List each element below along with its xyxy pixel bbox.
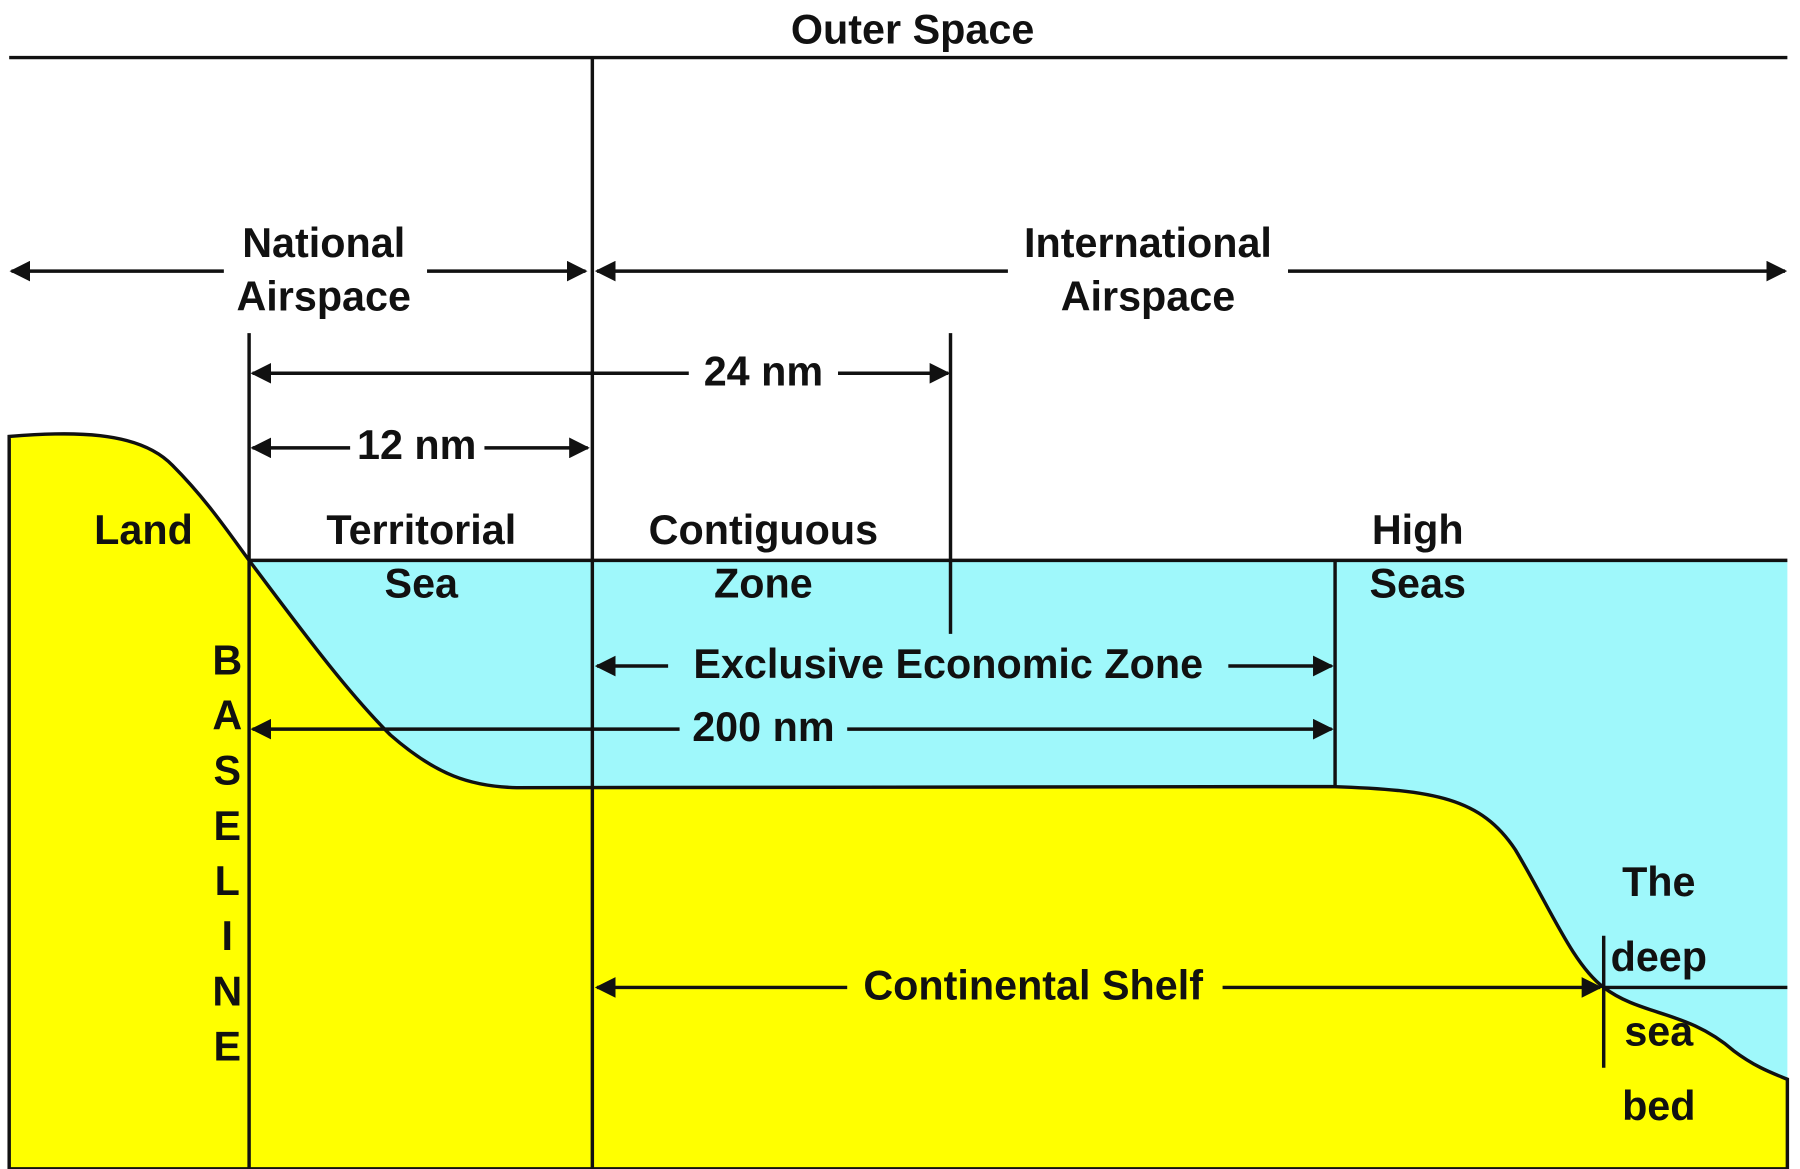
zone-label: sea [1624, 1008, 1694, 1054]
baseline-label: BASELINE [204, 637, 250, 1078]
distance-label: 200 nm [692, 704, 834, 750]
airspace-label: Airspace [1061, 274, 1236, 320]
zone-label: Continental Shelf [863, 963, 1203, 1009]
outer-space-label: Outer Space [791, 6, 1034, 52]
airspace-label: International [1024, 220, 1272, 266]
zone-label: bed [1622, 1083, 1695, 1129]
zone-label: Zone [714, 561, 813, 607]
zone-label: Exclusive Economic Zone [693, 641, 1203, 687]
land-label: Land [94, 507, 193, 553]
maritime-zones-diagram: Outer Space National Airspace Internatio… [0, 0, 1800, 1169]
zone-label: High [1372, 507, 1464, 553]
airspace-label: National [242, 220, 405, 266]
airspace-label: Airspace [236, 274, 411, 320]
page: Outer Space National Airspace Internatio… [0, 0, 1800, 1169]
zone-label: Territorial [326, 507, 516, 553]
zone-label: Seas [1369, 561, 1465, 607]
distance-label: 24 nm [704, 348, 823, 394]
zone-label: The [1622, 859, 1695, 905]
zone-label: Sea [385, 561, 460, 607]
distance-label: 12 nm [357, 422, 476, 468]
zone-label: deep [1611, 934, 1707, 980]
zone-label: Contiguous [649, 507, 878, 553]
